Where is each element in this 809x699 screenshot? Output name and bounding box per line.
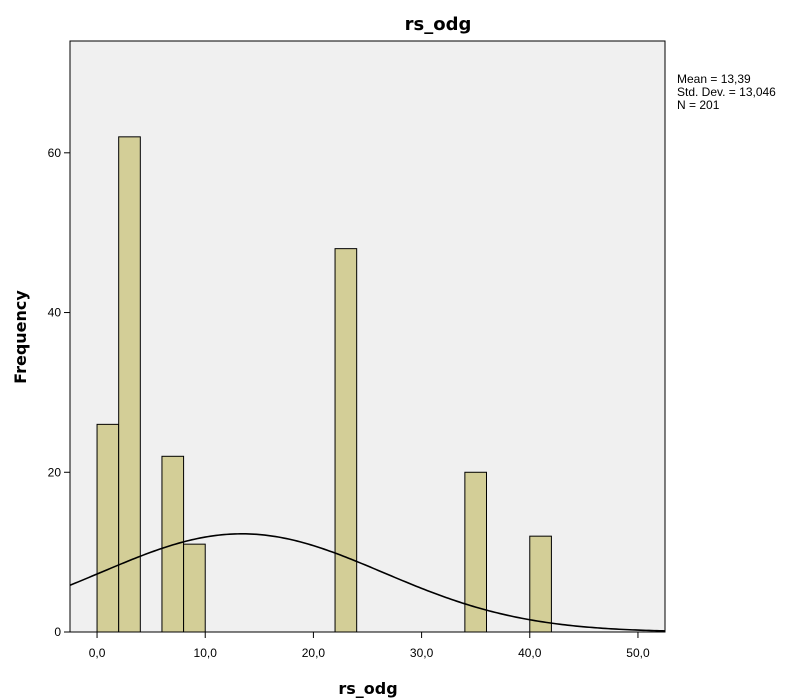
x-tick-label-0: 0,0 bbox=[89, 646, 106, 660]
histogram-bar-4 bbox=[334, 248, 358, 633]
y-tick-label-0: 0 bbox=[54, 625, 61, 639]
histogram-bar-6 bbox=[529, 535, 552, 633]
x-axis: 0,0 10,0 20,0 30,0 40,0 50,0 bbox=[89, 632, 650, 660]
bars-group bbox=[96, 136, 552, 633]
x-tick-label-3: 30,0 bbox=[410, 646, 434, 660]
histogram-bar-5 bbox=[464, 471, 488, 633]
y-axis: 0 20 40 60 bbox=[48, 146, 70, 639]
stats-std-dev: Std. Dev. = 13,046 bbox=[677, 85, 776, 99]
y-axis-label: Frequency bbox=[11, 290, 30, 384]
y-tick-label-2: 40 bbox=[48, 306, 62, 320]
histogram-bar-0 bbox=[96, 423, 120, 633]
stats-n: N = 201 bbox=[677, 98, 720, 112]
plot-area bbox=[69, 40, 666, 633]
stats-mean: Mean = 13,39 bbox=[677, 72, 751, 86]
x-tick-label-4: 40,0 bbox=[518, 646, 542, 660]
chart-title: rs_odg bbox=[405, 14, 472, 35]
x-tick-label-5: 50,0 bbox=[626, 646, 650, 660]
x-tick-label-2: 20,0 bbox=[302, 646, 326, 660]
histogram-bar-1 bbox=[118, 136, 141, 633]
histogram-bar-3 bbox=[183, 543, 206, 633]
stats-box: Mean = 13,39 Std. Dev. = 13,046 N = 201 bbox=[677, 72, 776, 112]
normal-curve bbox=[69, 533, 666, 632]
y-tick-label-1: 20 bbox=[48, 465, 62, 479]
y-tick-label-3: 60 bbox=[48, 146, 62, 160]
x-axis-label: rs_odg bbox=[338, 679, 397, 698]
x-tick-label-1: 10,0 bbox=[194, 646, 218, 660]
